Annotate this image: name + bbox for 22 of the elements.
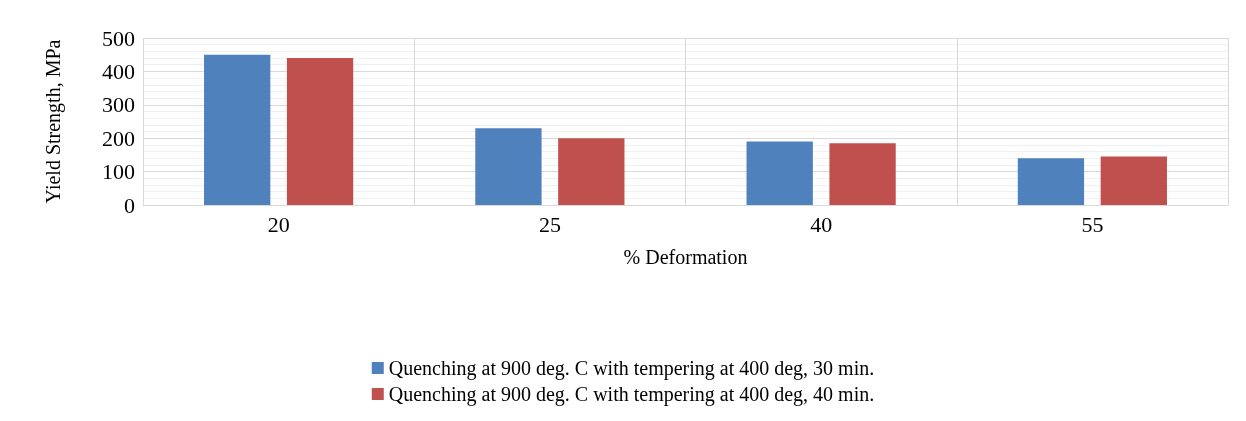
y-tick-label: 400 <box>102 58 135 84</box>
bar <box>746 141 813 205</box>
y-axis-title: Yield Strength, MPa <box>42 39 65 204</box>
legend-label: Quenching at 900 deg. C with tempering at 400 deg, 30 min. <box>388 357 875 380</box>
y-tick-label: 100 <box>102 159 135 185</box>
y-tick-label: 500 <box>102 25 135 51</box>
bar <box>286 58 354 205</box>
x-tick-label: 55 <box>1081 211 1104 237</box>
y-tick-label: 0 <box>124 192 135 218</box>
y-tick-label: 200 <box>102 125 135 151</box>
bar <box>204 54 271 205</box>
bar <box>475 128 542 205</box>
x-tick-label: 20 <box>267 211 290 237</box>
x-axis-title: % Deformation <box>623 246 748 268</box>
bar <box>1017 158 1085 205</box>
bar <box>558 138 625 205</box>
x-tick-label: 25 <box>538 211 561 237</box>
bar <box>829 143 896 205</box>
x-tick-label: 40 <box>810 211 833 237</box>
y-tick-label: 300 <box>102 92 135 118</box>
bar <box>1100 156 1167 205</box>
legend-label: Quenching at 900 deg. C with tempering at 400 deg, 40 min. <box>388 383 875 406</box>
